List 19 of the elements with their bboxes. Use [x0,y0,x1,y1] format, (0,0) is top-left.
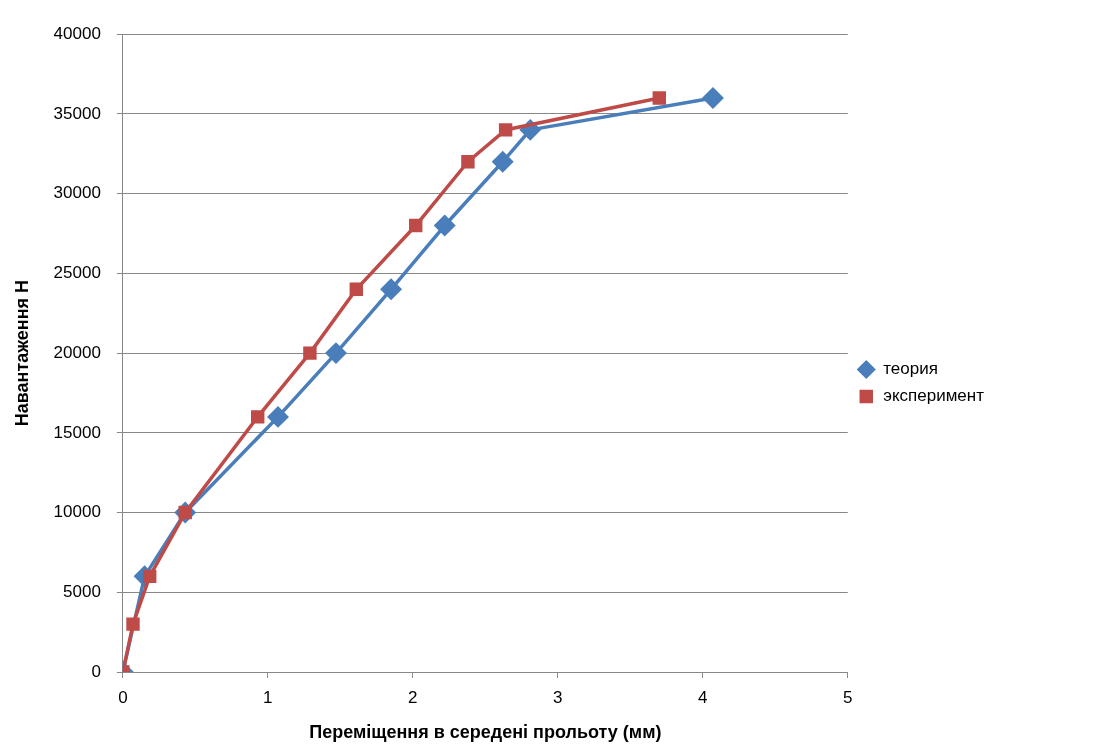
legend-label: эксперимент [883,386,985,406]
x-tick-label: 5 [843,687,853,707]
legend-label: теория [883,359,938,379]
y-tick-label: 40000 [53,23,101,43]
y-tick-label: 25000 [53,263,101,283]
x-tick-label: 3 [553,687,563,707]
x-tick-label: 4 [698,687,708,707]
x-tick-label: 0 [118,687,128,707]
x-tick-label: 1 [263,687,273,707]
y-tick-label: 5000 [63,581,101,601]
y-tick-label: 15000 [53,422,101,442]
y-tick-label: 30000 [53,183,101,203]
y-tick-label: 35000 [53,103,101,123]
y-axis-title: Навантаження Н [11,279,32,427]
x-axis-title: Переміщення в середені прольоту (мм) [309,722,662,743]
y-tick-label: 20000 [53,342,101,362]
y-tick-label: 10000 [53,502,101,522]
x-tick-label: 2 [408,687,418,707]
y-tick-label: 0 [91,661,101,681]
